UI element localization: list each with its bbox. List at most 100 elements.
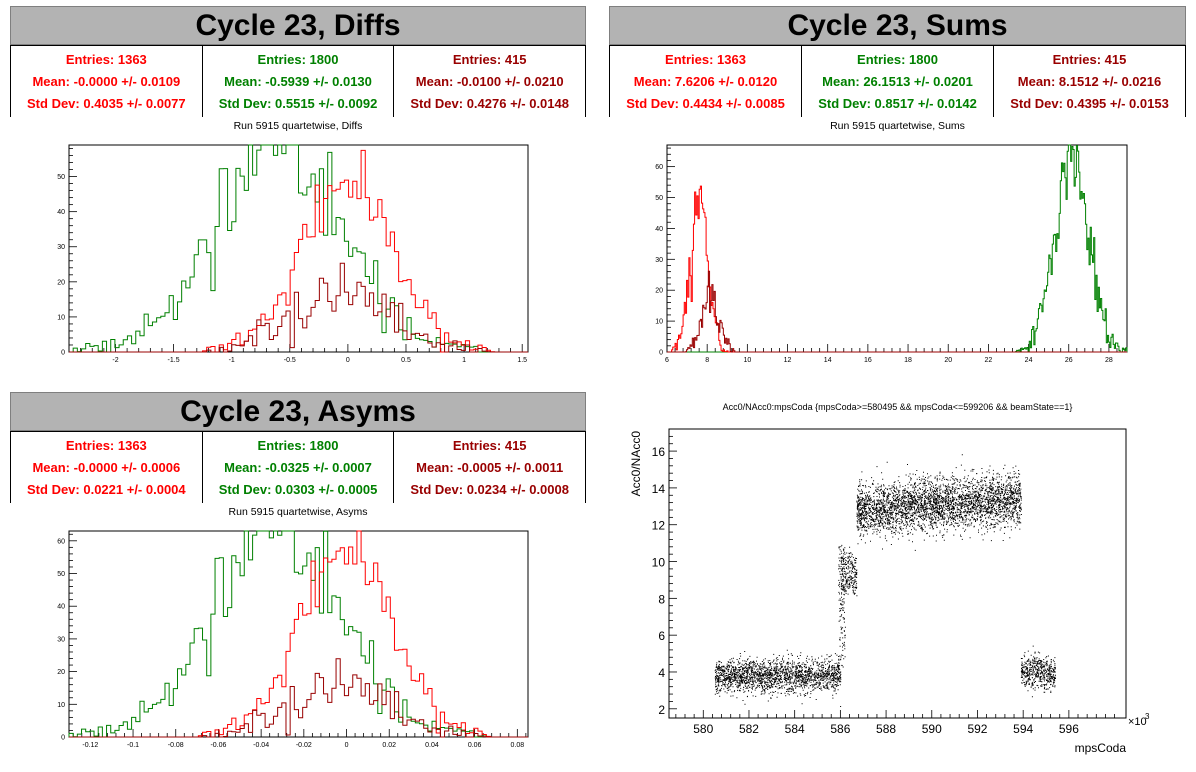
asyms-stats: Entries: 1363 Mean: -0.0000 +/- 0.0006 S…	[10, 431, 587, 503]
stat-entries: Entries: 1363	[65, 437, 147, 453]
acc0_vs_mpsCoda-xtick-label: 584	[785, 722, 805, 736]
stat-mean: Mean: 7.6206 +/- 0.0120	[633, 73, 778, 89]
diffs-xtick-label: 0.5	[401, 357, 411, 364]
stat-entries: Entries: 1363	[65, 51, 147, 67]
asyms-ytick-label: 50	[57, 571, 65, 578]
diffs-ytick-label: 0	[61, 350, 65, 357]
stat-std: Std Dev: 0.5515 +/- 0.0092	[218, 96, 378, 112]
asyms-xtick-label: 0.02	[382, 742, 396, 749]
sums-xtick-label: 8	[705, 357, 709, 364]
sums-ytick-label: 10	[655, 319, 663, 326]
asyms-ytick-label: 10	[57, 702, 65, 709]
diffs-xtick-label: 1.5	[517, 357, 527, 364]
scatter-title: Acc0/NAcc0:mpsCoda {mpsCoda>=580495 && m…	[722, 402, 1073, 412]
diffs-xtick-label: -0.5	[284, 357, 296, 364]
diffs-ytick-label: 20	[57, 279, 65, 286]
diffs-ytick-label: 10	[57, 314, 65, 321]
asyms-series-green	[68, 530, 528, 738]
diffs-stats: Entries: 1363 Mean: -0.0000 +/- 0.0109 S…	[10, 45, 587, 117]
stat-entries: Entries: 1800	[857, 51, 938, 67]
stat-mean: Mean: -0.0000 +/- 0.0109	[32, 73, 181, 89]
sums-series-red	[667, 185, 1127, 353]
stat-std: Std Dev: 0.4276 +/- 0.0148	[410, 96, 569, 112]
sums-xtick-label: 22	[984, 357, 992, 364]
stat-std: Std Dev: 0.4434 +/- 0.0085	[626, 96, 785, 112]
asyms-series-red	[69, 530, 528, 738]
stat-std: Std Dev: 0.8517 +/- 0.0142	[818, 96, 977, 112]
sums-series-green	[667, 144, 1128, 353]
acc0_vs_mpsCoda-ytick-label: 2	[658, 703, 665, 717]
stat-std: Std Dev: 0.0303 +/- 0.0005	[218, 482, 378, 498]
sums-xtick-label: 18	[904, 357, 912, 364]
acc0_vs_mpsCoda-ytick-label: 4	[658, 666, 665, 680]
scatter-ylabel: Acc0/NAcc0	[629, 431, 643, 497]
diffs-xtick-label: 1	[462, 357, 466, 364]
diffs-stat-red: Entries: 1363 Mean: -0.0000 +/- 0.0109 S…	[10, 46, 202, 117]
stat-entries: Entries: 415	[452, 51, 527, 67]
asyms-stat-red: Entries: 1363 Mean: -0.0000 +/- 0.0006 S…	[10, 432, 202, 503]
asyms-stat-green: Entries: 1800 Mean: -0.0325 +/- 0.0007 S…	[201, 432, 394, 503]
diffs-ytick-label: 30	[57, 244, 65, 251]
acc0_vs_mpsCoda-ytick-label: 14	[652, 482, 666, 496]
sums-subtitle: Run 5915 quartetwise, Sums	[830, 120, 965, 132]
acc0_vs_mpsCoda-xtick-label: 582	[739, 722, 759, 736]
asyms-xtick-label: -0.04	[253, 742, 269, 749]
acc0_vs_mpsCoda-ytick-label: 6	[658, 629, 665, 643]
stat-entries: Entries: 415	[452, 437, 527, 453]
acc0_vs_mpsCoda-xtick-label: 580	[693, 722, 713, 736]
stat-mean: Mean: -0.0005 +/- 0.0011	[416, 459, 564, 475]
sums-xtick-label: 16	[864, 357, 872, 364]
stat-entries: Entries: 415	[1052, 51, 1127, 67]
asyms-xtick-label: 0.08	[511, 742, 525, 749]
asyms-xtick-label: -0.08	[168, 742, 184, 749]
sums-ytick-label: 50	[655, 195, 663, 202]
diffs-title: Cycle 23, Diffs	[10, 6, 586, 45]
diffs-subtitle: Run 5915 quartetwise, Diffs	[233, 120, 363, 132]
acc0_vs_mpsCoda-ytick-label: 12	[652, 519, 666, 533]
asyms-title: Cycle 23, Asyms	[10, 392, 586, 431]
diffs-xtick-label: -2	[112, 357, 118, 364]
asyms-ytick-label: 40	[57, 604, 65, 611]
asyms-xtick-label: -0.1	[127, 742, 139, 749]
sums-ytick-label: 0	[659, 350, 663, 357]
diffs-stat-darkred: Entries: 415 Mean: -0.0100 +/- 0.0210 St…	[393, 46, 587, 117]
acc0_vs_mpsCoda-xtick-label: 596	[1059, 722, 1079, 736]
diffs-ytick-label: 40	[57, 209, 65, 216]
scatter-exponent-power: 3	[1145, 712, 1150, 721]
scatter-exponent: ×10	[1128, 716, 1147, 728]
sums-stat-darkred: Entries: 415 Mean: 8.1512 +/- 0.0216 Std…	[993, 46, 1186, 117]
sums-xtick-label: 14	[824, 357, 832, 364]
asyms-xtick-label: -0.12	[82, 742, 98, 749]
stat-mean: Mean: 26.1513 +/- 0.0201	[822, 73, 973, 89]
acc0_vs_mpsCoda-ytick-label: 16	[652, 445, 666, 459]
stat-mean: Mean: 8.1512 +/- 0.0216	[1017, 73, 1162, 89]
asyms-ytick-label: 30	[57, 636, 65, 643]
diffs-xtick-label: -1	[229, 357, 235, 364]
asyms-ytick-label: 0	[61, 735, 65, 742]
scatter-points	[714, 454, 1056, 707]
stat-mean: Mean: -0.5939 +/- 0.0130	[224, 73, 372, 89]
sums-ytick-label: 60	[655, 164, 663, 171]
acc0_vs_mpsCoda-ytick-label: 10	[652, 556, 666, 570]
sums-xtick-label: 24	[1025, 357, 1033, 364]
sums-frame	[666, 144, 1128, 353]
scatter-dots	[714, 454, 1056, 707]
stat-std: Std Dev: 0.4395 +/- 0.0153	[1010, 96, 1169, 112]
sums-xtick-label: 26	[1065, 357, 1073, 364]
diffs-series-darkred	[69, 262, 528, 353]
asyms-ytick-label: 20	[57, 669, 65, 676]
sums-xtick-label: 12	[784, 357, 792, 364]
sums-series-darkred	[667, 270, 1127, 353]
asyms-xtick-label: 0.04	[425, 742, 439, 749]
stat-mean: Mean: -0.0100 +/- 0.0210	[415, 73, 564, 89]
acc0_vs_mpsCoda-xtick-label: 590	[922, 722, 942, 736]
asyms-subtitle: Run 5915 quartetwise, Asyms	[228, 506, 368, 518]
stat-entries: Entries: 1800	[257, 51, 339, 67]
diffs-ytick-label: 50	[57, 174, 65, 181]
sums-xtick-label: 10	[743, 357, 751, 364]
acc0_vs_mpsCoda-ytick-label: 8	[658, 592, 665, 606]
sums-stat-green: Entries: 1800 Mean: 26.1513 +/- 0.0201 S…	[801, 46, 993, 117]
acc0_vs_mpsCoda-xtick-label: 586	[830, 722, 850, 736]
stat-mean: Mean: -0.0000 +/- 0.0006	[32, 459, 181, 475]
